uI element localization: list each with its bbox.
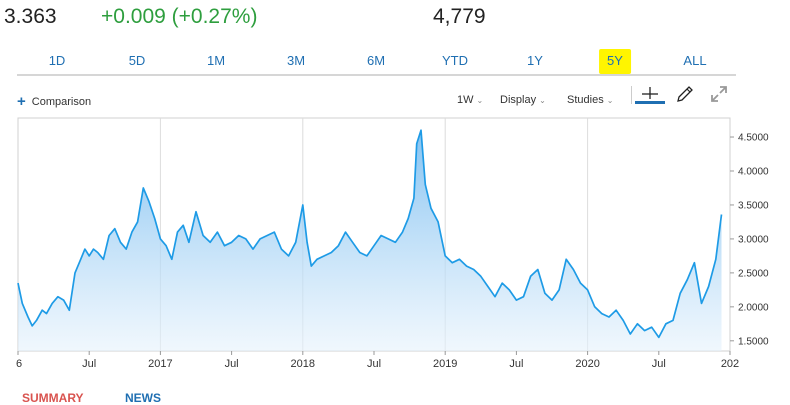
comparison-label: Comparison — [31, 96, 92, 108]
chevron-down-icon: ⌄ — [539, 96, 546, 105]
x-tick-label: 2020 — [575, 358, 599, 370]
x-tick-label: Jul — [225, 358, 239, 370]
price-chart[interactable]: 1.5000 2.0000 2.5000 3.0000 3.5000 4.0000 4.50… — [0, 116, 790, 376]
x-tick-label: Jul — [82, 358, 96, 370]
x-tick-label: 2018 — [291, 358, 315, 370]
plus-icon: + — [17, 93, 26, 110]
x-tick-label: Jul — [652, 358, 666, 370]
price-change: +0.009 (+0.27%) — [101, 5, 258, 28]
chevron-down-icon: ⌄ — [606, 96, 614, 105]
y-tick-label: 2.5000 — [738, 268, 769, 279]
x-tick-label: 6 — [16, 358, 22, 370]
range-6m-button[interactable]: 6M — [366, 53, 386, 68]
toolbar-divider — [631, 86, 632, 104]
display-label: Display — [500, 94, 537, 106]
range-1d-button[interactable]: 1D — [48, 53, 66, 68]
crosshair-icon[interactable] — [634, 84, 666, 106]
range-5y-button[interactable]: 5Y — [599, 49, 631, 74]
x-tick-label: 202 — [721, 358, 739, 370]
volume: 4,779 — [433, 5, 486, 28]
y-tick-label: 3.5000 — [738, 200, 769, 211]
y-tick-label: 2.0000 — [738, 302, 769, 313]
price-area — [18, 130, 722, 351]
y-tick-label: 4.0000 — [738, 166, 769, 177]
last-price: 3.363 — [4, 5, 57, 28]
pencil-icon[interactable] — [675, 84, 695, 104]
interval-label: 1W — [457, 94, 474, 106]
display-dropdown[interactable]: Display ⌄ — [500, 94, 546, 106]
chevron-down-icon: ⌄ — [476, 96, 484, 105]
range-1m-button[interactable]: 1M — [206, 53, 226, 68]
time-range-selector: 1D 5D 1M 3M 6M YTD 1Y 5Y ALL — [17, 46, 736, 76]
x-tick-label: Jul — [509, 358, 523, 370]
studies-dropdown[interactable]: Studies ⌄ — [567, 94, 613, 106]
price-line — [17, 129, 723, 339]
tab-summary[interactable]: SUMMARY — [22, 391, 84, 405]
y-tick-label: 1.5000 — [738, 336, 769, 347]
y-tick-label: 4.5000 — [738, 133, 769, 144]
x-tick-label: 2017 — [148, 358, 172, 370]
x-tick-label: 2019 — [433, 358, 457, 370]
x-tick-label: Jul — [367, 358, 381, 370]
interval-dropdown[interactable]: 1W ⌄ — [457, 94, 483, 106]
range-all-button[interactable]: ALL — [683, 53, 707, 68]
range-ytd-button[interactable]: YTD — [442, 53, 468, 68]
range-1y-button[interactable]: 1Y — [527, 53, 543, 68]
comparison-button[interactable]: + Comparison — [17, 93, 91, 110]
tab-news[interactable]: NEWS — [125, 391, 161, 405]
range-3m-button[interactable]: 3M — [286, 53, 306, 68]
y-tick-label: 3.0000 — [738, 234, 769, 245]
range-5d-button[interactable]: 5D — [128, 53, 146, 68]
expand-icon[interactable] — [709, 84, 729, 104]
studies-label: Studies — [567, 94, 604, 106]
